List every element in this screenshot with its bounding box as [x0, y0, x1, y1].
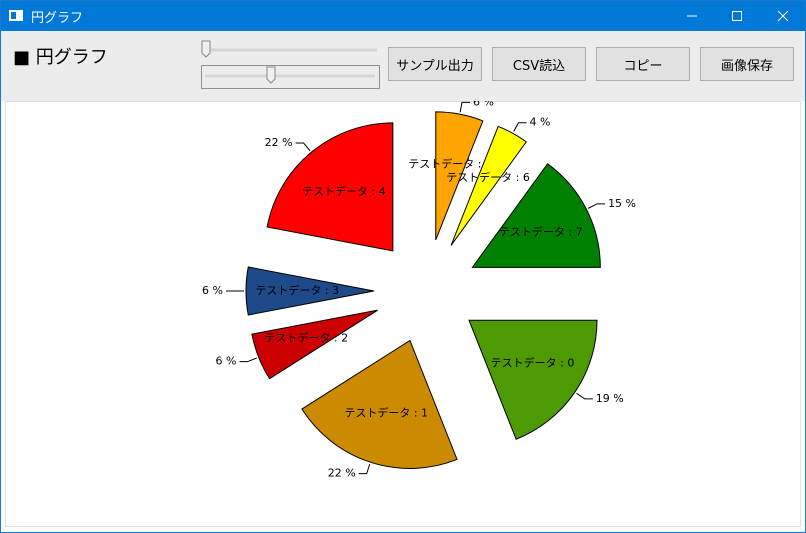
- leader-line: [239, 357, 257, 363]
- slice-label: テストデータ : 7: [499, 225, 583, 239]
- leader-line: [576, 392, 593, 400]
- leader-line: [459, 101, 470, 113]
- pie-slice: [450, 125, 527, 246]
- leader-line: [295, 142, 311, 152]
- percent-label: 19 %: [596, 392, 624, 405]
- button[interactable]: サンプル出力: [388, 47, 482, 81]
- percent-label: 6 %: [473, 101, 494, 108]
- slice-label: テストデータ : 2: [264, 330, 348, 344]
- app-icon-part: [11, 12, 16, 19]
- toolbar-label: ■ 円グラフ: [13, 47, 108, 68]
- slice-label: テストデータ : 0: [491, 355, 575, 369]
- percent-label: 22 %: [328, 467, 356, 480]
- close-button[interactable]: [777, 10, 789, 22]
- title-icons: [9, 10, 789, 22]
- slider-focus: [201, 65, 380, 89]
- leader-line: [587, 203, 606, 209]
- button[interactable]: コピー: [596, 47, 690, 81]
- maximize-button[interactable]: [732, 11, 742, 21]
- slider-thumb[interactable]: [201, 40, 211, 58]
- toolbar: ■ 円グラフ サンプル出力 CSV読込 コピー 画像保存: [1, 31, 805, 101]
- window-title: 円グラフ: [31, 11, 84, 26]
- slider-thumb[interactable]: [266, 66, 276, 84]
- chart: テストデータ : 0 19 % テストデータ : 1 22 % テストデータ : 2 6 …: [5, 101, 801, 527]
- slice-label: テストデータ : 3: [255, 283, 339, 297]
- percent-label: 4 %: [529, 116, 550, 129]
- button[interactable]: 画像保存: [700, 47, 794, 81]
- slice-label: テストデータ : 6: [446, 170, 530, 184]
- leader-line: [513, 122, 527, 132]
- slice-label: テストデータ : 1: [344, 405, 428, 419]
- slice-label: テストデータ : 5: [408, 156, 492, 170]
- sliders: [201, 40, 380, 89]
- pie-slice: [266, 122, 394, 252]
- leader-line: [358, 463, 371, 475]
- percent-label: 15 %: [608, 197, 636, 210]
- pie-slice: [301, 339, 458, 469]
- percent-label: 6 %: [216, 355, 237, 368]
- pie-slice: [245, 266, 375, 316]
- pie-slice: [251, 309, 378, 380]
- pie-slice: [468, 319, 598, 440]
- percent-label: 6 %: [202, 284, 223, 297]
- pie-slice: [471, 163, 601, 268]
- pie-slice: [435, 111, 484, 241]
- title-bar: 円グラフ: [1, 1, 805, 31]
- slice-label: テストデータ : 4: [302, 184, 386, 198]
- percent-label: 22 %: [265, 136, 293, 149]
- button[interactable]: CSV読込: [492, 47, 586, 81]
